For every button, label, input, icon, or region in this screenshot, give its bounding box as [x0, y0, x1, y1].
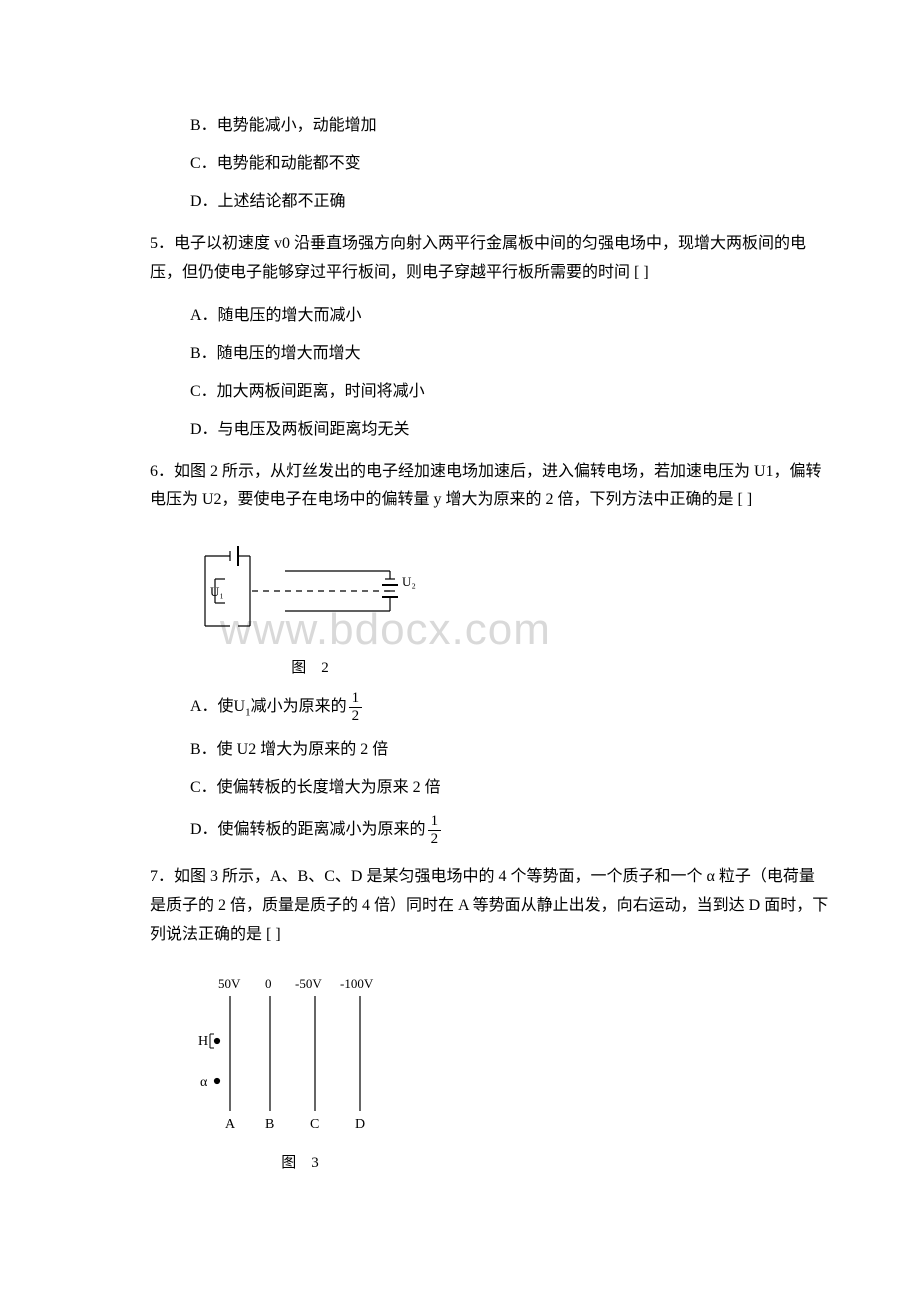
fig3-caption: 图 3: [220, 1151, 380, 1172]
q6-a-mid: 减小为原来的: [251, 698, 347, 715]
fig3-alpha-label: α: [200, 1075, 208, 1090]
q5-option-d: D．与电压及两板间距离均无关: [190, 418, 830, 442]
fig3-v1: 0: [265, 976, 272, 991]
q5-option-c: C．加大两板间距离，时间将减小: [190, 380, 830, 404]
fig3-v0: 50V: [218, 976, 241, 991]
fig2-u2-label: U₂: [402, 574, 416, 589]
q5-option-b: B．随电压的增大而增大: [190, 342, 830, 366]
q6-d-den: 2: [428, 831, 442, 847]
q7-stem: 7．如图 3 所示，A、B、C、D 是某匀强电场中的 4 个等势面，一个质子和一…: [150, 863, 830, 949]
q6-a-num: 1: [349, 691, 363, 708]
fig3-sd: D: [355, 1117, 365, 1132]
q5-option-a: A．随电压的增大而减小: [190, 304, 830, 328]
fig2-caption: 图 2: [210, 656, 410, 677]
fig3-v2: -50V: [295, 976, 322, 991]
q6-stem-text: 6．如图 2 所示，从灯丝发出的电子经加速电场加速后，进入偏转电场，若加速电压为…: [150, 463, 822, 509]
q4-option-c: C．电势能和动能都不变: [190, 152, 830, 176]
q6-d-prefix: D．使偏转板的距离减小为原来的: [190, 821, 426, 838]
q6-option-b: B．使 U2 增大为原来的 2 倍: [190, 738, 830, 762]
q4-option-b: B．电势能减小，动能增加: [190, 114, 830, 138]
fig3-sb: B: [265, 1117, 274, 1132]
q6-stem: 6．如图 2 所示，从灯丝发出的电子经加速电场加速后，进入偏转电场，若加速电压为…: [150, 458, 830, 516]
figure-3: 50V 0 -50V -100V H α A B C D 图 3: [190, 966, 830, 1172]
fig3-sc: C: [310, 1117, 319, 1132]
q6-d-num: 1: [428, 814, 442, 831]
q5-stem: 5．电子以初速度 v0 沿垂直场强方向射入两平行金属板中间的匀强电场中，现增大两…: [150, 230, 830, 288]
fig3-h-label: H: [198, 1034, 208, 1049]
q4-option-d: D．上述结论都不正确: [190, 190, 830, 214]
q6-option-a: A．使U1减小为原来的12: [190, 691, 830, 724]
fig3-sa: A: [225, 1117, 236, 1132]
q6-a-prefix: A．使U: [190, 698, 245, 715]
fig3-v3: -100V: [340, 976, 374, 991]
fig2-u1-label: U₁: [210, 584, 224, 599]
q6-option-c: C．使偏转板的长度增大为原来 2 倍: [190, 776, 830, 800]
q6-a-den: 2: [349, 708, 363, 724]
q6-option-d: D．使偏转板的距离减小为原来的12: [190, 814, 830, 847]
q7-stem-text: 7．如图 3 所示，A、B、C、D 是某匀强电场中的 4 个等势面，一个质子和一…: [150, 868, 828, 943]
figure-2: U₁ U₂ 图 2: [190, 531, 830, 677]
q5-stem-text: 5．电子以初速度 v0 沿垂直场强方向射入两平行金属板中间的匀强电场中，现增大两…: [150, 235, 806, 281]
